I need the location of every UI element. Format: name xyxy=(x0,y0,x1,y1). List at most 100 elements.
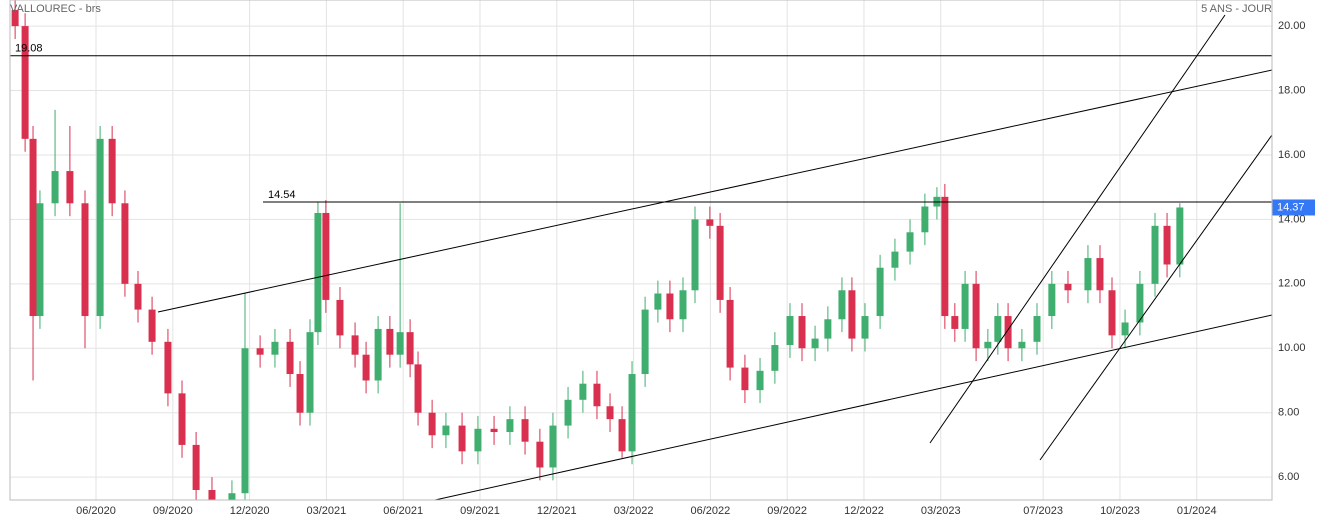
candle-body xyxy=(906,232,914,252)
candle-body xyxy=(428,412,436,436)
candle-body xyxy=(606,406,614,420)
overlay: 19.08 14.54 14.37 xyxy=(10,43,1315,216)
candle-body xyxy=(706,219,714,226)
candle-body xyxy=(192,444,200,491)
candle-body xyxy=(984,341,992,349)
candle-body xyxy=(994,316,1002,342)
candle-body xyxy=(506,419,514,433)
candle-body xyxy=(1163,225,1171,265)
trend-line xyxy=(157,69,1272,313)
candle-body xyxy=(876,267,884,317)
candle-body xyxy=(474,428,482,452)
x-tick-label: 07/2023 xyxy=(1023,505,1063,517)
candle-body xyxy=(286,341,294,375)
candle-body xyxy=(666,293,674,320)
x-tick-label: 12/2021 xyxy=(537,505,577,517)
x-tick-label: 06/2020 xyxy=(76,505,116,517)
candle-body xyxy=(406,332,414,365)
grid xyxy=(10,0,1272,500)
candle-body xyxy=(178,393,186,445)
candle-body xyxy=(81,203,89,317)
candle-body xyxy=(1004,316,1012,349)
candle-body xyxy=(691,219,699,291)
y-tick-label: 14.00 xyxy=(1278,213,1306,225)
candle-body xyxy=(36,203,44,317)
y-tick-label: 8.00 xyxy=(1278,407,1299,419)
candle-body xyxy=(66,171,74,204)
candle-body xyxy=(536,441,544,468)
x-tick-label: 06/2022 xyxy=(690,505,730,517)
candle-body xyxy=(228,493,236,500)
candle-body xyxy=(951,316,959,329)
candle-body xyxy=(442,425,450,436)
candle-body xyxy=(374,328,382,381)
candle-body xyxy=(386,328,394,355)
candle-body xyxy=(1084,258,1092,291)
candle-body xyxy=(51,171,59,204)
x-tick-label: 01/2024 xyxy=(1177,505,1217,517)
chart-title: VALLOUREC - brs xyxy=(10,3,101,15)
candle-body xyxy=(891,251,899,268)
candle-body xyxy=(564,399,572,426)
candle-body xyxy=(414,364,422,413)
y-tick-label: 6.00 xyxy=(1278,471,1299,483)
candle-body xyxy=(121,203,129,284)
x-tick-label: 12/2020 xyxy=(230,505,270,517)
candle-body xyxy=(628,374,636,452)
candle-body xyxy=(314,212,322,333)
candle-body xyxy=(521,419,529,442)
candle-body xyxy=(961,283,969,329)
x-tick-label: 10/2023 xyxy=(1100,505,1140,517)
x-tick-label: 09/2022 xyxy=(767,505,807,517)
candle-body xyxy=(716,225,724,300)
candle-body xyxy=(1033,316,1041,342)
level-label: 19.08 xyxy=(15,43,43,55)
candle-body xyxy=(1064,283,1072,291)
plot-border xyxy=(9,0,1273,501)
last-price-badge xyxy=(1272,199,1315,216)
candle-body xyxy=(549,425,557,468)
candle-body xyxy=(579,383,587,400)
candle-body xyxy=(618,419,626,452)
y-tick-label: 20.00 xyxy=(1278,20,1306,32)
trend-line xyxy=(1039,134,1272,461)
y-tick-label: 16.00 xyxy=(1278,149,1306,161)
candle-body xyxy=(726,299,734,368)
candle-body xyxy=(786,316,794,346)
y-tick-label: 18.00 xyxy=(1278,84,1306,96)
candle-body xyxy=(396,332,404,355)
candle-body xyxy=(1121,322,1129,336)
candle-body xyxy=(164,341,172,394)
candle-body xyxy=(208,490,216,500)
y-tick-label: 12.00 xyxy=(1278,278,1306,290)
candle-body xyxy=(362,354,370,381)
chart-subtitle: 5 ANS - JOUR xyxy=(1201,3,1272,15)
level-label: 14.54 xyxy=(268,189,296,201)
candle-body xyxy=(848,290,856,339)
candle-body xyxy=(679,290,687,320)
trend-line xyxy=(929,14,1226,444)
candle-body xyxy=(941,196,949,317)
candle-body xyxy=(322,212,330,300)
candle-body xyxy=(838,290,846,320)
x-tick-label: 03/2022 xyxy=(614,505,654,517)
candle-body xyxy=(1176,207,1184,265)
candle-body xyxy=(972,283,980,349)
candle-body xyxy=(771,345,779,371)
trend-lines xyxy=(157,14,1272,500)
candle-body xyxy=(134,283,142,310)
candle-body xyxy=(490,428,498,433)
candle-body xyxy=(296,374,304,413)
candle-body xyxy=(1136,283,1144,323)
candle-body xyxy=(641,309,649,375)
trend-line xyxy=(434,314,1272,500)
candles xyxy=(11,0,1184,500)
x-tick-label: 09/2021 xyxy=(460,505,500,517)
x-tick-label: 03/2023 xyxy=(921,505,961,517)
candle-body xyxy=(1048,283,1056,317)
candle-body xyxy=(921,206,929,233)
candle-body xyxy=(1151,225,1159,284)
x-tick-label: 03/2021 xyxy=(307,505,347,517)
candle-body xyxy=(256,348,264,355)
